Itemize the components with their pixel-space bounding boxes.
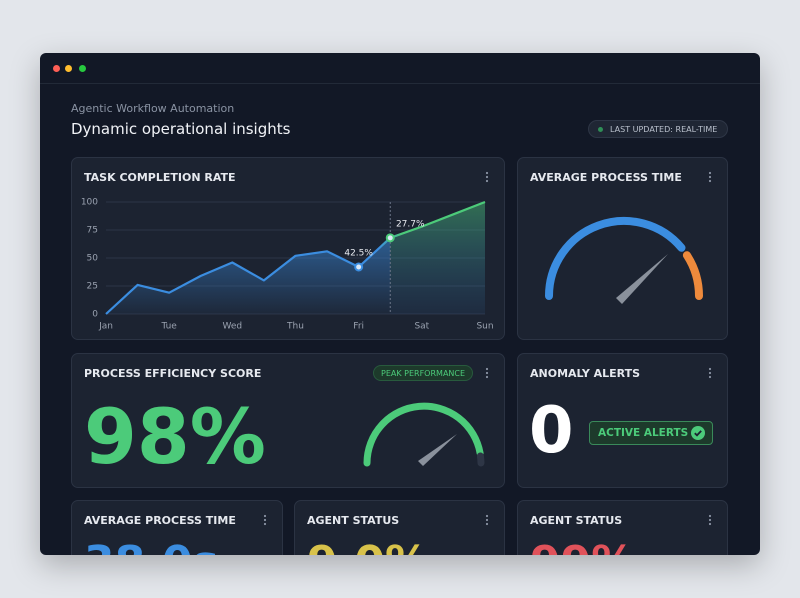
alerts-badge-label: ACTIVE ALERTS: [598, 427, 689, 439]
maximize-button[interactable]: [79, 65, 86, 72]
menu-dot: [485, 518, 489, 522]
menu-dot: [708, 375, 712, 379]
x-tick-label: Sun: [476, 322, 493, 332]
title-bar: [40, 53, 760, 84]
menu-dot: [708, 179, 712, 183]
menu-dot: [485, 375, 489, 379]
y-tick-label: 100: [81, 198, 98, 208]
gauge-arc: [682, 251, 703, 300]
x-tick-label: Tue: [160, 322, 177, 332]
menu-dot: [708, 371, 712, 375]
subtitle: Agentic Workflow Automation: [71, 102, 235, 115]
gauge: [363, 402, 485, 467]
efficiency-value: 98%: [84, 392, 266, 481]
card-title: AVERAGE PROCESS TIME: [84, 514, 236, 527]
chart-card: TASK COMPLETION RATE 0 25 50 75 100 Jan Tue Wed…: [71, 157, 505, 340]
app-window: Agentic Workflow Automation Dynamic oper…: [40, 53, 760, 555]
line: [105, 200, 486, 315]
menu-dot: [485, 367, 489, 371]
menu-dot: [263, 514, 267, 518]
menu-dot: [485, 514, 489, 518]
card-title: AGENT STATUS: [307, 514, 400, 527]
gauge-arc: [476, 452, 485, 467]
menu-dot: [708, 175, 712, 179]
annotation: 27.7%: [396, 219, 425, 229]
menu-button[interactable]: [263, 514, 267, 526]
menu-dot: [708, 171, 712, 175]
card-title: AVERAGE PROCESS TIME: [530, 171, 682, 184]
metric-card: AGENT STATUS 9.0%: [294, 500, 505, 555]
check-icon: [691, 426, 705, 440]
close-button[interactable]: [53, 65, 60, 72]
gauge: [545, 216, 703, 304]
x-tick-label: Sat: [414, 322, 429, 332]
metric-value: 9.0%: [307, 537, 429, 555]
title: Dynamic operational insights: [71, 120, 291, 138]
performance-badge: PEAK PERFORMANCE: [373, 365, 474, 381]
x-tick-label: Wed: [223, 322, 243, 332]
x-tick-label: Fri: [353, 322, 364, 332]
annotation: 42.5%: [344, 248, 373, 258]
gauge-arc: [363, 402, 484, 467]
chart: TASK COMPLETION RATE 0 25 50 75 100 Jan Tue Wed…: [81, 171, 494, 332]
menu-dot: [485, 179, 489, 183]
menu-button[interactable]: [708, 171, 712, 183]
menu-dot: [708, 367, 712, 371]
gauge-needle: [418, 434, 457, 466]
gauge-arc: [545, 216, 686, 300]
y-tick-label: 0: [92, 310, 98, 320]
anomaly-value: 0: [529, 394, 574, 468]
metric-value: 38.0s: [84, 537, 219, 555]
status-badge: LAST UPDATED: REAL-TIME: [588, 120, 728, 138]
menu-dot: [263, 522, 267, 526]
x-tick-label: Jan: [98, 322, 113, 332]
menu-dot: [708, 514, 712, 518]
menu-button[interactable]: [485, 171, 489, 183]
menu-dot: [263, 518, 267, 522]
minimize-button[interactable]: [65, 65, 72, 72]
menu-button[interactable]: [708, 514, 712, 526]
menu-dot: [485, 175, 489, 179]
metric-card: AVERAGE PROCESS TIME 38.0s: [71, 500, 283, 555]
x-tick-label: Thu: [286, 322, 304, 332]
card-title: AGENT STATUS: [530, 514, 623, 527]
menu-button[interactable]: [485, 367, 489, 379]
chart-title: TASK COMPLETION RATE: [84, 171, 236, 184]
menu-dot: [485, 522, 489, 526]
gauge-needle: [616, 254, 668, 304]
metric-value: 99%: [530, 537, 635, 555]
efficiency-card: PROCESS EFFICIENCY SCORE PEAK PERFORMANC…: [71, 353, 505, 488]
y-tick-label: 75: [87, 226, 98, 236]
menu-button[interactable]: [708, 367, 712, 379]
point-marker: [354, 262, 364, 272]
metric-card: AGENT STATUS 99%: [517, 500, 728, 555]
menu-dot: [708, 518, 712, 522]
process-time-card: AVERAGE PROCESS TIME: [517, 157, 728, 340]
menu-dot: [485, 371, 489, 375]
area: [106, 237, 391, 314]
y-tick-label: 25: [87, 282, 98, 292]
menu-dot: [485, 171, 489, 175]
y-tick-label: 50: [87, 254, 99, 264]
point-marker: [385, 233, 395, 243]
card-title: PROCESS EFFICIENCY SCORE: [84, 367, 262, 380]
menu-button[interactable]: [485, 514, 489, 526]
menu-dot: [708, 522, 712, 526]
anomaly-card: ANOMALY ALERTS 0 ACTIVE ALERTS: [517, 353, 728, 488]
alerts-badge[interactable]: ACTIVE ALERTS: [589, 421, 713, 445]
card-title: ANOMALY ALERTS: [530, 367, 641, 380]
